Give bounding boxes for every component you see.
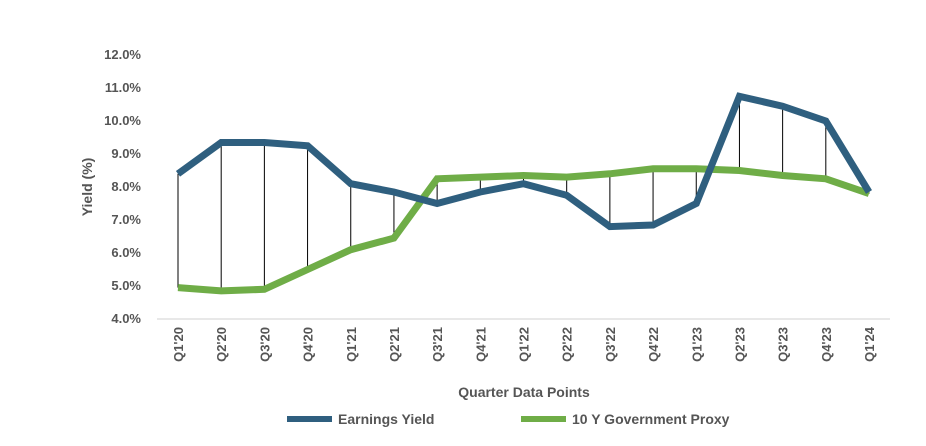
series-line-earnings-yield bbox=[175, 92, 872, 231]
x-tick-label: Q2'23 bbox=[732, 327, 747, 362]
x-tick-label: Q2'22 bbox=[560, 327, 575, 362]
x-tick-label: Q1'23 bbox=[689, 327, 704, 362]
y-tick-label: 12.0% bbox=[104, 47, 141, 62]
y-tick-label: 10.0% bbox=[104, 113, 141, 128]
series-lines bbox=[175, 92, 872, 295]
x-tick-label: Q4'23 bbox=[819, 327, 834, 362]
legend: Earnings Yield 10 Y Government Proxy bbox=[287, 411, 730, 427]
legend-label-government-proxy: 10 Y Government Proxy bbox=[572, 411, 730, 427]
x-tick-label: Q4'22 bbox=[646, 327, 661, 362]
y-axis-title: Yield (%) bbox=[79, 158, 95, 217]
y-tick-label: 9.0% bbox=[111, 146, 141, 161]
series-line-government-proxy bbox=[177, 165, 871, 295]
x-tick-label: Q2'21 bbox=[387, 327, 402, 362]
y-tick-label: 5.0% bbox=[111, 278, 141, 293]
x-tick-label: Q2'20 bbox=[214, 327, 229, 362]
y-axis-ticks: 4.0% 5.0% 6.0% 7.0% 8.0% 9.0% 10.0% 11.0% 12.0% bbox=[104, 47, 141, 326]
x-tick-label: Q4'21 bbox=[473, 327, 488, 362]
x-tick-label: Q3'20 bbox=[257, 327, 272, 362]
x-tick-label: Q3'23 bbox=[776, 327, 791, 362]
y-tick-label: 7.0% bbox=[111, 212, 141, 227]
x-tick-label: Q1'24 bbox=[862, 326, 877, 362]
drop-lines bbox=[177, 96, 870, 291]
x-tick-label: Q1'22 bbox=[517, 327, 532, 362]
x-tick-label: Q3'21 bbox=[430, 327, 445, 362]
x-axis-ticks: Q1'20 Q2'20 Q3'20 Q4'20 Q1'21 Q2'21 Q3'21 Q4'21… bbox=[171, 326, 877, 362]
y-tick-label: 8.0% bbox=[111, 179, 141, 194]
x-tick-label: Q4'20 bbox=[301, 327, 316, 362]
legend-label-earnings-yield: Earnings Yield bbox=[338, 411, 434, 427]
x-tick-label: Q3'22 bbox=[603, 327, 618, 362]
y-tick-label: 11.0% bbox=[105, 80, 142, 95]
x-tick-label: Q1'20 bbox=[171, 327, 186, 362]
y-tick-label: 6.0% bbox=[111, 245, 141, 260]
y-tick-label: 4.0% bbox=[111, 311, 141, 326]
x-tick-label: Q1'21 bbox=[344, 327, 359, 362]
x-axis-title: Quarter Data Points bbox=[458, 384, 590, 400]
